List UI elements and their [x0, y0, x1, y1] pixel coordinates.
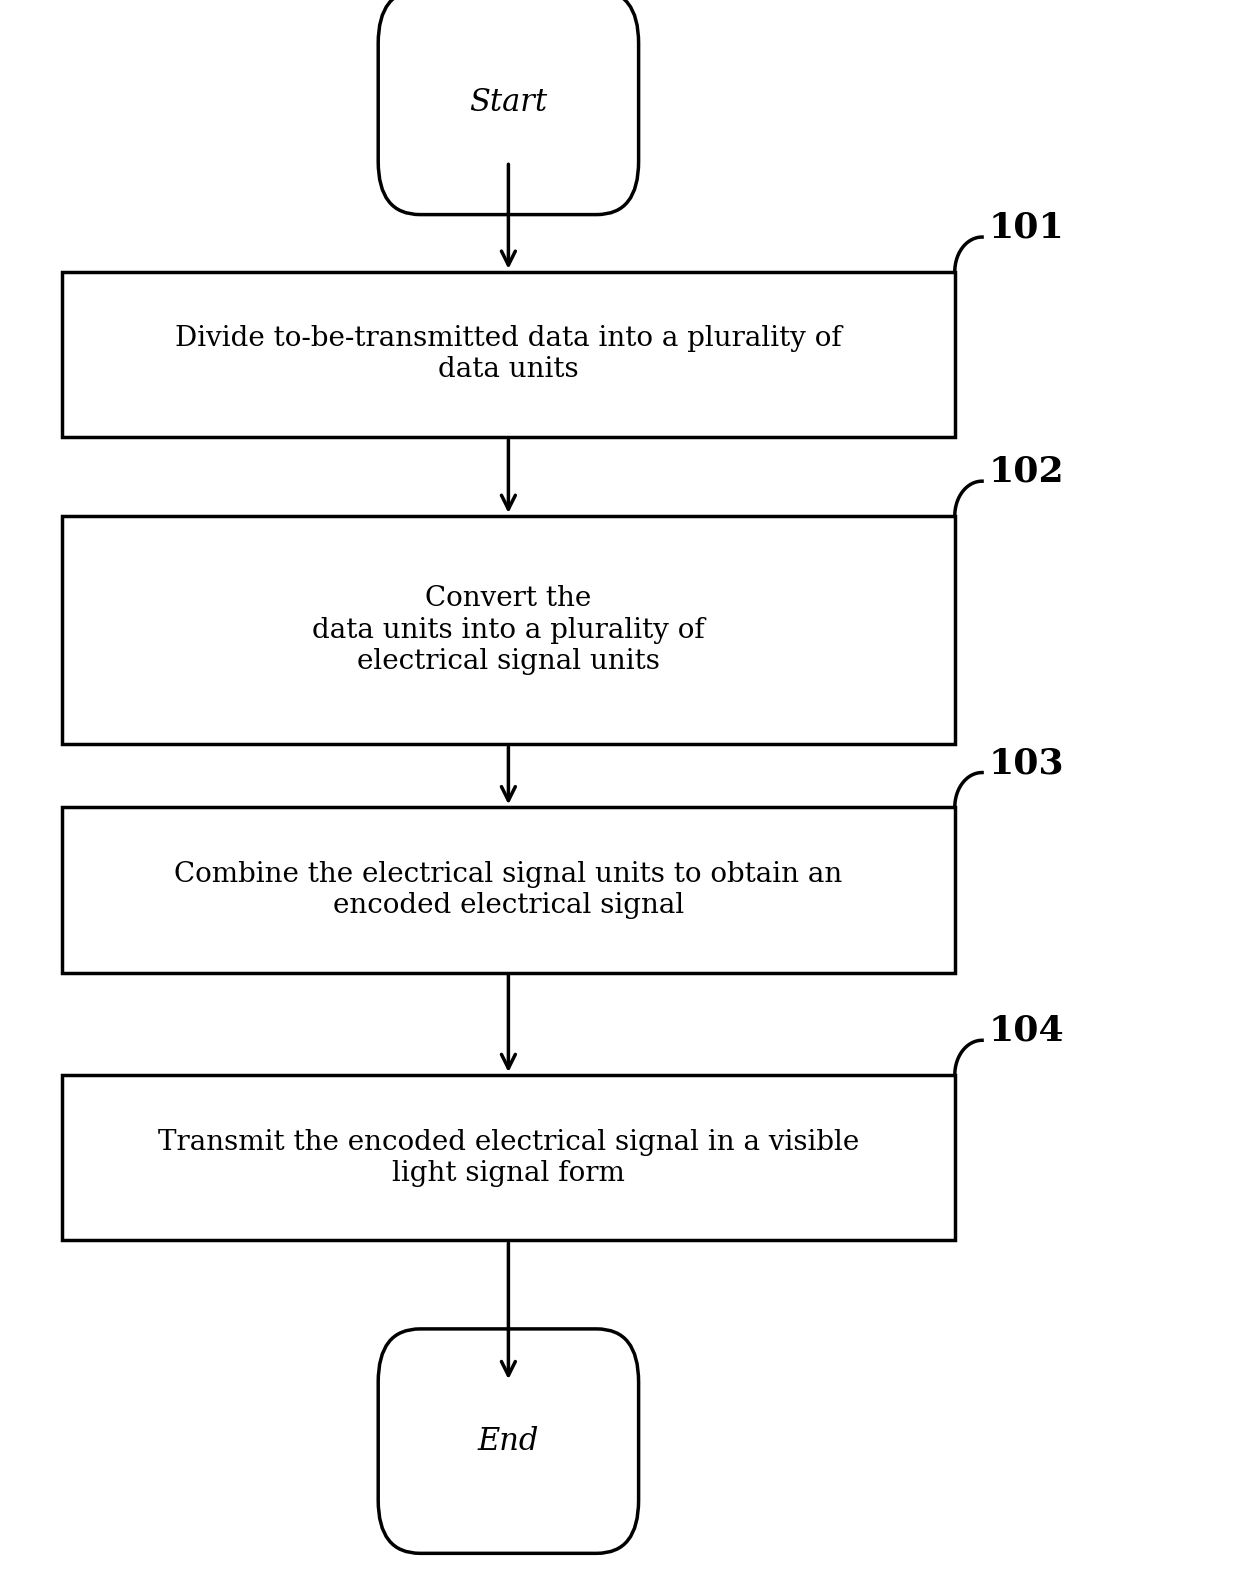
FancyBboxPatch shape: [378, 1329, 639, 1553]
FancyBboxPatch shape: [378, 0, 639, 214]
Text: Divide to-be-transmitted data into a plurality of
data units: Divide to-be-transmitted data into a plu…: [175, 326, 842, 383]
Bar: [62, 1074, 955, 1241]
Text: Combine the electrical signal units to obtain an
encoded electrical signal: Combine the electrical signal units to o…: [175, 862, 842, 918]
Text: Convert the
data units into a plurality of
electrical signal units: Convert the data units into a plurality …: [312, 586, 704, 674]
Bar: [62, 271, 955, 436]
Text: Transmit the encoded electrical signal in a visible
light signal form: Transmit the encoded electrical signal i…: [157, 1129, 859, 1186]
Text: Start: Start: [469, 87, 548, 118]
Bar: [62, 806, 955, 972]
Text: 104: 104: [990, 1014, 1064, 1047]
Text: 101: 101: [988, 211, 1065, 244]
Text: 103: 103: [990, 747, 1064, 780]
Text: 102: 102: [990, 455, 1064, 488]
Text: End: End: [477, 1425, 539, 1457]
Bar: [62, 517, 955, 745]
